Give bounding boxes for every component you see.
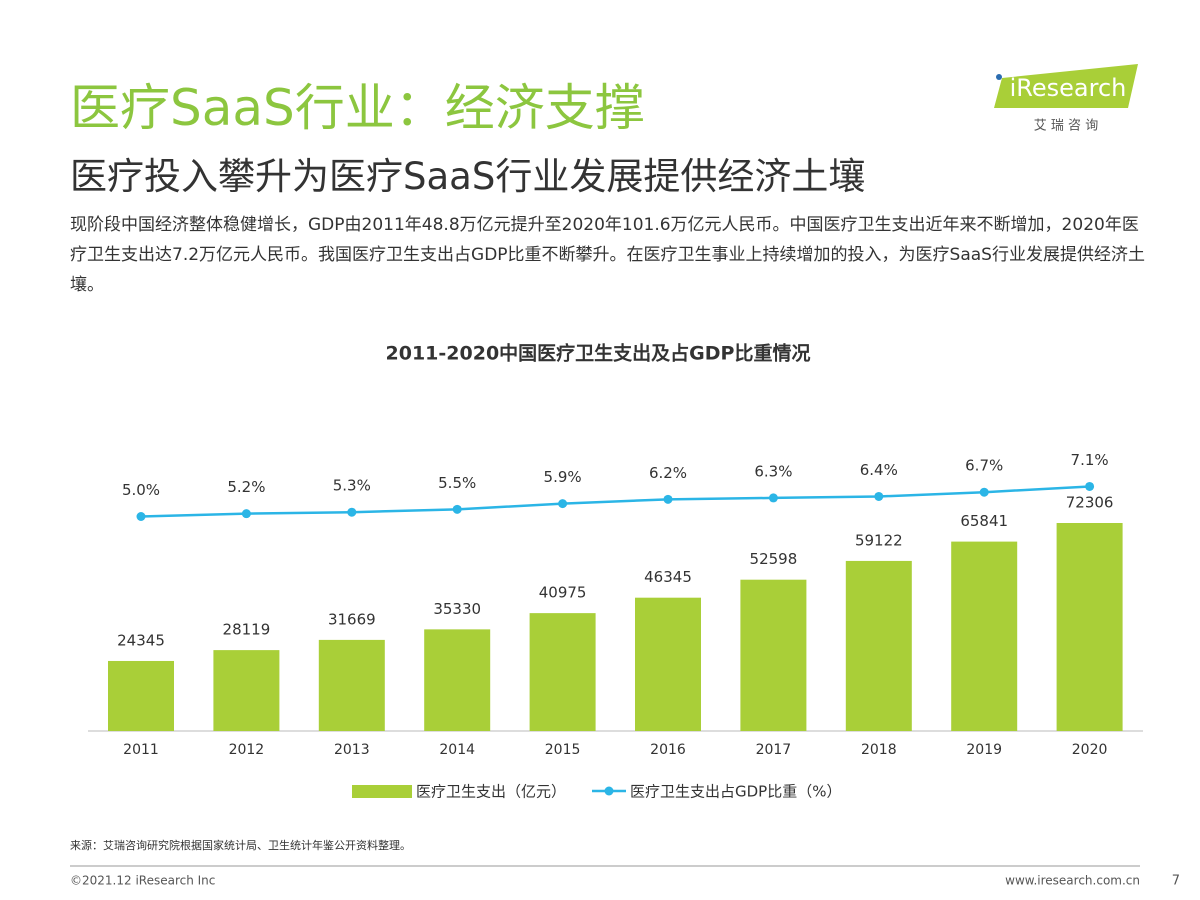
x-tick-label: 2012 <box>229 742 265 758</box>
logo-shape <box>994 64 1138 108</box>
line-value-label: 6.4% <box>860 461 898 479</box>
line-value-label: 6.3% <box>754 462 792 480</box>
line-point <box>979 487 989 497</box>
logo: iResearch <box>1010 74 1127 102</box>
x-tick-label: 2019 <box>966 742 1002 758</box>
description: 现阶段中国经济整体稳健增长，GDP由2011年48.8万亿元提升至2020年10… <box>70 215 1145 295</box>
line-value-label: 5.0% <box>122 481 160 499</box>
slide-subtitle: 医疗投入攀升为医疗SaaS行业发展提供经济土壤 <box>70 155 866 198</box>
bar-value-label: 35330 <box>433 600 481 618</box>
chart-title: 2011-2020中国医疗卫生支出及占GDP比重情况 <box>386 342 811 365</box>
bar <box>424 629 491 731</box>
slide-title: 医疗SaaS行业：经济支撑 <box>70 79 645 137</box>
line-point <box>1085 481 1095 491</box>
bar-value-label: 52598 <box>750 550 798 568</box>
bar-value-label: 46345 <box>644 568 692 586</box>
bar-value-label: 24345 <box>117 631 165 649</box>
line-value-label: 5.2% <box>227 478 265 496</box>
line-value-label: 5.5% <box>438 474 476 492</box>
line <box>140 485 1090 518</box>
bar <box>318 639 385 731</box>
page-number: 7 <box>1172 874 1180 889</box>
source: 来源：艾瑞咨询研究院根据国家统计局、卫生统计年鉴公开资料整理。 <box>70 838 411 852</box>
line-point <box>347 507 357 517</box>
bar-value-label: 31669 <box>328 610 376 628</box>
bar <box>635 597 701 731</box>
line-point <box>874 491 884 501</box>
legend-label: 医疗卫生支出占GDP比重（%） <box>630 783 841 801</box>
line-point <box>241 509 251 519</box>
x-tick-label: 2013 <box>334 742 370 758</box>
bar <box>529 613 596 731</box>
logo-dot <box>996 74 1002 80</box>
legend-label: 医疗卫生支出（亿元） <box>416 783 566 801</box>
x-tick-label: 2020 <box>1072 742 1108 758</box>
x-tick-label: 2011 <box>123 742 159 758</box>
x-tick-label: 2014 <box>439 742 475 758</box>
bar-value-label: 28119 <box>223 621 271 639</box>
line-point <box>452 504 462 514</box>
copyright: ©2021.12 iResearch Inc <box>70 874 215 888</box>
bar <box>740 579 807 731</box>
bar <box>213 650 280 731</box>
legend-swatch <box>604 786 614 796</box>
bar-value-label: 59122 <box>855 531 903 549</box>
line-point <box>558 499 568 509</box>
bar-value-label: 72306 <box>1066 494 1114 512</box>
line-point <box>136 512 146 521</box>
x-tick-label: 2017 <box>756 742 792 758</box>
bar <box>108 660 174 731</box>
line-value-label: 5.9% <box>544 468 582 486</box>
x-tick-label: 2015 <box>545 742 581 758</box>
bar <box>951 541 1018 731</box>
legend-swatch <box>352 785 412 798</box>
line-value-label: 5.3% <box>333 477 371 495</box>
line-point <box>663 494 673 504</box>
bar-value-label: 65841 <box>960 512 1008 530</box>
bar-value-label: 40975 <box>539 584 587 602</box>
line-value-label: 6.7% <box>965 457 1003 475</box>
line-value-label: 6.2% <box>649 464 687 482</box>
bar <box>1056 523 1123 731</box>
x-tick-label: 2016 <box>650 742 686 758</box>
website: www.iresearch.com.cn <box>1005 874 1140 888</box>
line-point <box>768 493 778 503</box>
x-tick-label: 2018 <box>861 742 897 758</box>
line-value-label: 7.1% <box>1071 451 1109 469</box>
logo-subtitle: 艾 瑞 咨 询 <box>1034 119 1098 134</box>
bar <box>845 560 912 731</box>
